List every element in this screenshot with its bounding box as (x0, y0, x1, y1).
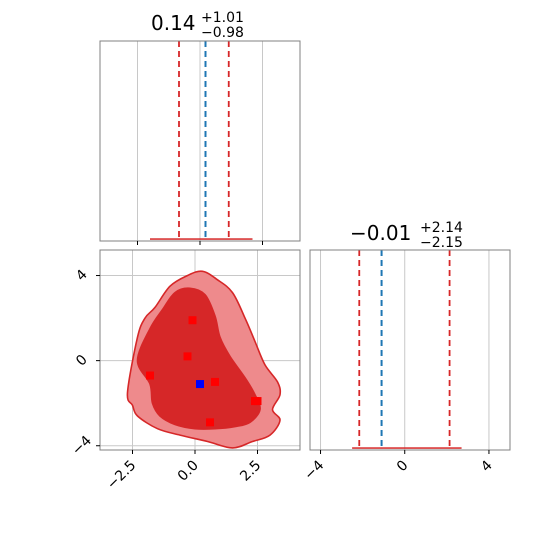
sample-marker (211, 377, 219, 386)
tick-label: 4 (73, 267, 91, 285)
tick-label: 2.5 (237, 458, 264, 485)
histogram-bars (352, 447, 462, 449)
tick-label: 0 (394, 458, 412, 476)
marginal-y-panel (309, 249, 511, 454)
marginal-x-title-plus: +1.01 (201, 10, 244, 26)
sample-marker (188, 316, 197, 325)
panel-frame (309, 249, 511, 451)
sample-marker (183, 352, 192, 361)
marginal-y-title-median: −0.01 (350, 221, 411, 245)
tick-label: 0 (73, 352, 91, 370)
contour-inner-level (136, 287, 261, 430)
joint-x-tick-labels: −2.5 0.0 2.5 (104, 458, 264, 493)
highlight-marker (196, 380, 204, 389)
panel-frame (99, 249, 301, 451)
marginal-x-panel (99, 40, 301, 245)
tick-label: 0.0 (175, 458, 202, 485)
sample-marker (146, 371, 154, 380)
marginal-y-title-minus: −2.15 (420, 235, 463, 251)
joint-contour-panel (96, 249, 301, 454)
joint-y-tick-labels: −4 0 4 (69, 267, 95, 459)
tick-label: −4 (301, 457, 327, 483)
tick-label: 4 (478, 457, 496, 475)
marginal-x-title: 0.14 +1.01 −0.98 (151, 10, 244, 41)
sample-marker (206, 418, 214, 427)
histogram-bars (150, 238, 253, 240)
tick-label: −2.5 (104, 458, 139, 493)
marginal-x-title-median: 0.14 (151, 11, 196, 35)
marginal-y-title-plus: +2.14 (420, 220, 463, 236)
tick-label: −4 (69, 433, 95, 459)
sample-marker (253, 397, 262, 406)
marginal-y-x-tick-labels: −4 0 4 (301, 457, 495, 483)
marginal-y-title: −0.01 +2.14 −2.15 (350, 220, 463, 251)
marginal-x-title-minus: −0.98 (201, 25, 244, 41)
